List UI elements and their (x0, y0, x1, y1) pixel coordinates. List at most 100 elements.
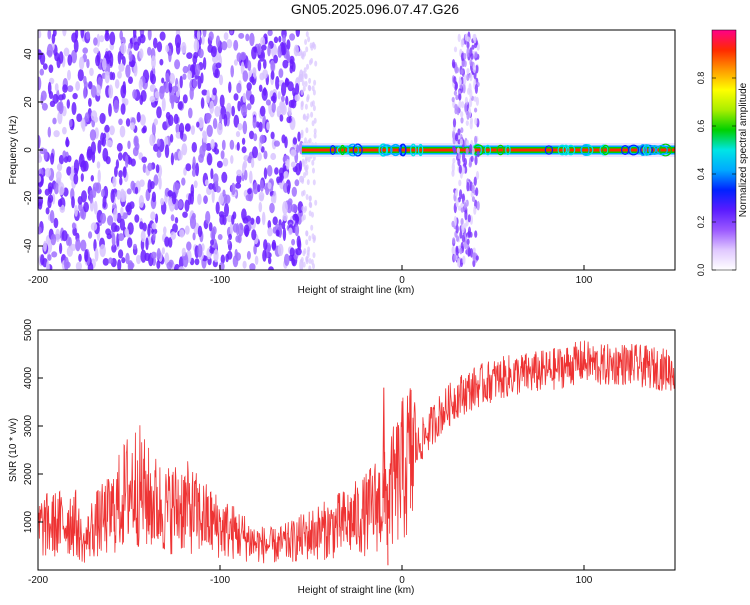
spectrogram-cell (119, 177, 123, 186)
x-tick-label: -100 (210, 575, 230, 586)
spectrogram-cell (471, 185, 475, 194)
spectrogram-cell (95, 84, 102, 97)
tone-blob (496, 144, 505, 156)
spectrogram-cell (312, 263, 315, 270)
spectrogram-cell (253, 133, 258, 142)
spectrogram-cell (308, 265, 312, 270)
spectrogram-cell (104, 71, 110, 84)
spectrogram-cell (105, 30, 109, 35)
spectrogram-cell (44, 167, 52, 178)
snr-frame (37, 329, 676, 571)
spectrogram-cell (99, 244, 106, 258)
spectrogram-cell (192, 78, 198, 89)
spectrogram-cell (466, 40, 470, 49)
spectrogram-cell (197, 243, 203, 258)
spectrogram-cell (52, 117, 57, 125)
spectrogram-cell (120, 206, 124, 217)
spectrogram-cell (83, 201, 89, 213)
spectrogram-cell (227, 238, 231, 246)
spectrogram-cell (210, 46, 217, 58)
spectrogram-cell (68, 119, 73, 128)
spectrogram-cell (50, 152, 55, 165)
spectrogram-cell (282, 201, 288, 215)
spectrogram-cell (457, 152, 461, 161)
spectrogram-cell (314, 60, 318, 67)
spectrogram-cell (159, 58, 164, 66)
spectrogram-cell (461, 60, 465, 68)
spectrogram-cell (459, 258, 464, 267)
tone-blob (642, 144, 652, 156)
spectrogram-cell (457, 158, 461, 166)
tone-blob (599, 144, 609, 156)
spectrogram-cell (140, 249, 147, 263)
spectrogram-cell (52, 93, 59, 104)
spectrogram-cell (469, 89, 473, 99)
spectrogram-cell (160, 197, 165, 206)
spectrogram-cell (119, 125, 126, 138)
spectrogram-cell (121, 257, 126, 264)
spectrogram-cell (122, 166, 127, 179)
colorbar-tick-label: 0.0 (696, 264, 706, 277)
spectrogram-cell (295, 83, 300, 96)
spectrogram-cell (287, 198, 293, 206)
spectrogram-cell (210, 239, 214, 246)
spectrogram-cell (252, 182, 259, 195)
spectrogram-cell (250, 217, 255, 225)
spectrogram-cell (464, 209, 468, 221)
spectrogram-cell (302, 261, 306, 268)
spectrogram-cell (90, 222, 98, 231)
spectrogram-cell (459, 138, 463, 146)
spectrogram-cell (151, 222, 157, 230)
spectrogram-cell (41, 102, 48, 111)
spectrogram-cell (90, 110, 98, 121)
spectrogram-cell (455, 94, 459, 101)
spectrogram-cell (38, 154, 43, 163)
spectrogram-cell (293, 44, 299, 57)
spectrogram-cell (82, 121, 86, 132)
spectrogram-cell (255, 215, 261, 225)
spectrogram-cell (463, 52, 467, 60)
spectrogram-cell (311, 120, 315, 127)
spectrogram-cell (42, 63, 48, 70)
spectrogram-cell (460, 207, 464, 213)
spectrogram-cell (170, 231, 176, 240)
spectrogram-cell (93, 200, 98, 215)
spectrogram-cell (150, 181, 155, 190)
spectrogram-cell (290, 203, 298, 213)
spectrogram-cell (208, 183, 214, 190)
spectrogram-cell (101, 137, 107, 147)
spectrogram-cell (311, 211, 314, 218)
spectrogram-cell (300, 132, 304, 139)
spectrogram-cell (201, 89, 208, 96)
spectrogram-cell (147, 46, 152, 56)
spectrogram-cell (470, 155, 474, 162)
spectrogram-cell (465, 139, 470, 146)
spectrogram-cell (457, 128, 461, 136)
spectrogram-cell (53, 217, 59, 229)
spectrogram-region (451, 31, 480, 268)
spectrogram-cell (134, 214, 140, 223)
spectrogram-cell (466, 110, 470, 120)
spectrogram-cell (312, 105, 316, 112)
spectrogram-cell (257, 43, 262, 56)
spectrogram-cell (454, 189, 458, 197)
spectrogram-cell (106, 50, 112, 60)
spectrogram-cell (245, 33, 250, 42)
spectrogram-cell (289, 65, 294, 74)
spectrogram-cell (78, 253, 82, 262)
spectrogram-cell (272, 216, 278, 226)
spectrogram-cell (464, 33, 468, 41)
snr-x-axis: -200 -100 0 100 (28, 565, 593, 586)
spectrogram-cell (452, 129, 456, 140)
spectrogram-cell (109, 31, 116, 46)
spectrogram-x-axis: -200 -100 0 100 (28, 265, 593, 286)
spectrogram-cell (49, 210, 55, 224)
spectrogram-cell (452, 145, 456, 151)
snr-x-label: Height of straight line (km) (298, 585, 415, 596)
spectrogram-cell (178, 150, 183, 161)
spectrogram-cell (182, 211, 188, 218)
spectrogram-cell (191, 142, 197, 153)
spectrogram-cell (59, 204, 66, 213)
spectrogram-cell (184, 123, 191, 132)
